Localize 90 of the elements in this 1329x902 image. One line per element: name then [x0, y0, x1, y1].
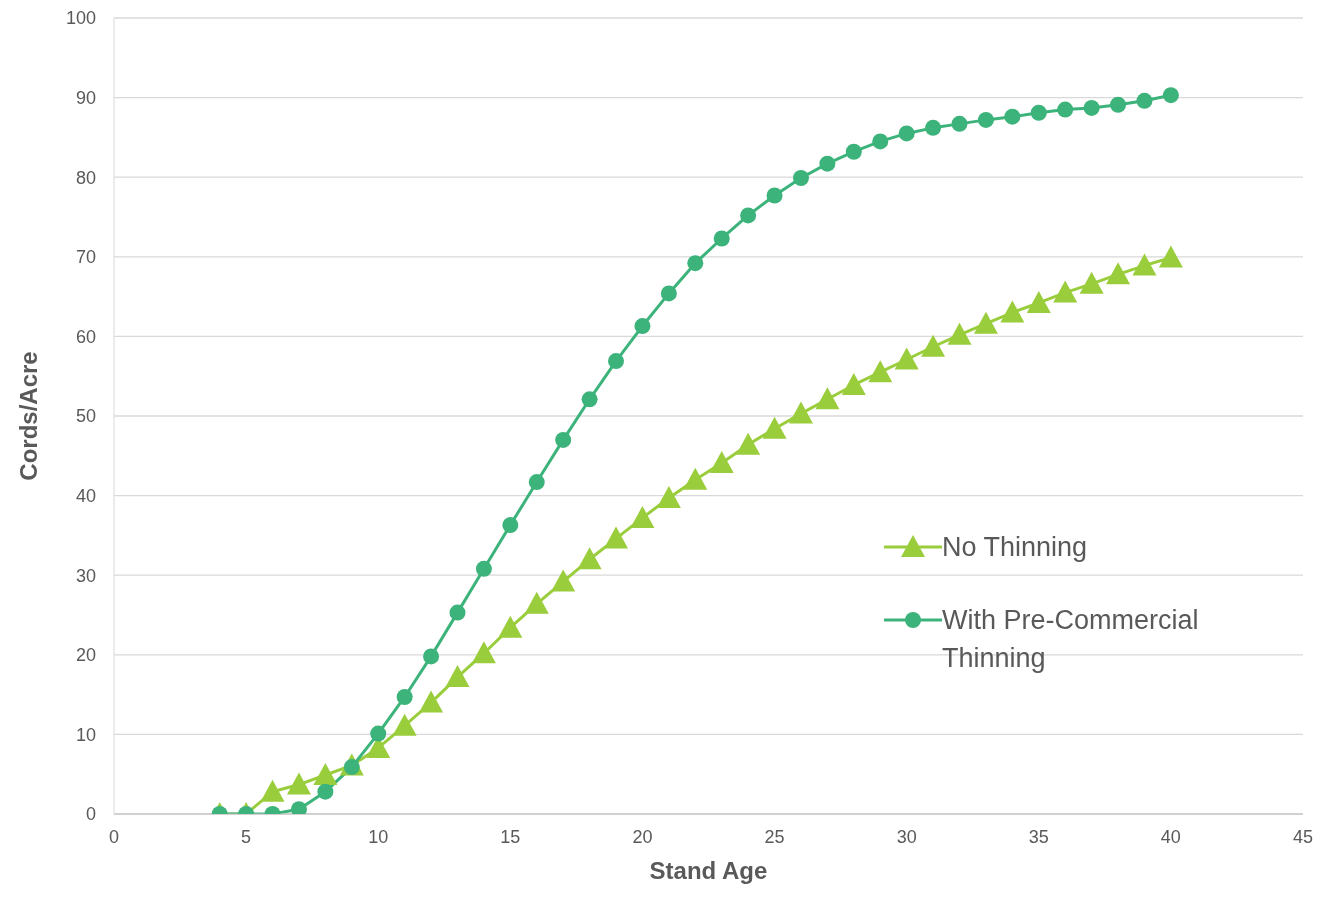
- point: [313, 763, 338, 785]
- point: [502, 517, 519, 534]
- legend-label: No Thinning: [942, 531, 1089, 564]
- point: [921, 334, 946, 357]
- point: [1132, 253, 1157, 276]
- point: [630, 505, 655, 528]
- point: [894, 347, 919, 370]
- x-tick-label: 5: [241, 826, 252, 847]
- point: [709, 450, 734, 473]
- point: [1030, 104, 1047, 121]
- point: [608, 353, 625, 370]
- point: [1000, 300, 1025, 323]
- point: [604, 526, 629, 549]
- point: [1136, 92, 1153, 109]
- point: [1083, 99, 1100, 116]
- point: [819, 155, 836, 172]
- y-tick-label: 80: [75, 167, 96, 188]
- y-tick-label: 0: [85, 804, 96, 825]
- y-tick-label: 100: [65, 8, 96, 29]
- point: [634, 318, 651, 335]
- y-tick-label: 60: [75, 326, 96, 347]
- point: [766, 187, 783, 204]
- legend-label: With Pre-Commercial Thinning: [942, 604, 1200, 675]
- x-tick-label: 10: [368, 826, 389, 847]
- point: [577, 547, 602, 570]
- point: [762, 416, 787, 439]
- point: [1158, 245, 1183, 268]
- point: [815, 387, 840, 410]
- point: [475, 560, 492, 577]
- point: [1053, 280, 1078, 303]
- point: [260, 779, 285, 802]
- y-tick-label: 40: [75, 485, 96, 506]
- y-axis-title: Cords/Acre: [14, 351, 42, 481]
- point: [396, 688, 413, 705]
- y-tick-label: 90: [75, 87, 96, 108]
- point: [872, 133, 889, 150]
- point: [656, 485, 681, 508]
- point: [445, 665, 470, 688]
- x-tick-label: 20: [632, 826, 653, 847]
- point: [868, 360, 893, 383]
- point: [528, 474, 545, 491]
- point: [1026, 290, 1051, 313]
- y-tick-label: 30: [75, 565, 96, 586]
- x-axis-title: Stand Age: [649, 857, 768, 884]
- point: [581, 391, 598, 408]
- x-tick-label: 0: [108, 826, 120, 847]
- point: [524, 591, 549, 614]
- point: [1106, 262, 1131, 285]
- point: [925, 119, 942, 136]
- x-tick-label: 30: [896, 826, 917, 847]
- point: [449, 604, 466, 621]
- x-tick-label: 35: [1028, 826, 1049, 847]
- point: [471, 641, 496, 664]
- point: [947, 322, 972, 345]
- y-tick-label: 10: [75, 724, 96, 745]
- y-tick-label: 70: [75, 247, 96, 268]
- point: [977, 111, 994, 128]
- point: [1162, 87, 1179, 104]
- x-tick-label: 40: [1160, 826, 1181, 847]
- point: [419, 690, 444, 713]
- point: [1079, 271, 1104, 294]
- point: [423, 648, 440, 665]
- point: [951, 115, 968, 132]
- point: [1004, 108, 1021, 125]
- point: [713, 230, 730, 247]
- point: [898, 125, 915, 142]
- point: [740, 207, 757, 224]
- point: [660, 285, 677, 302]
- x-tick-label: 45: [1292, 826, 1314, 847]
- point: [370, 725, 387, 742]
- point: [1110, 96, 1127, 113]
- point: [555, 431, 572, 448]
- point: [683, 467, 708, 490]
- point: [736, 432, 761, 455]
- point: [973, 311, 998, 334]
- y-tick-label: 20: [75, 645, 96, 666]
- point: [788, 401, 813, 424]
- point: [551, 569, 576, 592]
- point: [845, 143, 862, 160]
- point: [1057, 101, 1074, 118]
- x-tick-label: 25: [764, 826, 785, 847]
- point: [841, 372, 866, 395]
- point: [286, 772, 311, 795]
- x-tick-label: 15: [500, 826, 521, 847]
- y-tick-label: 50: [75, 406, 96, 427]
- point: [317, 783, 334, 800]
- point: [498, 615, 523, 638]
- point: [792, 170, 809, 186]
- point: [687, 255, 704, 272]
- point: [392, 713, 417, 736]
